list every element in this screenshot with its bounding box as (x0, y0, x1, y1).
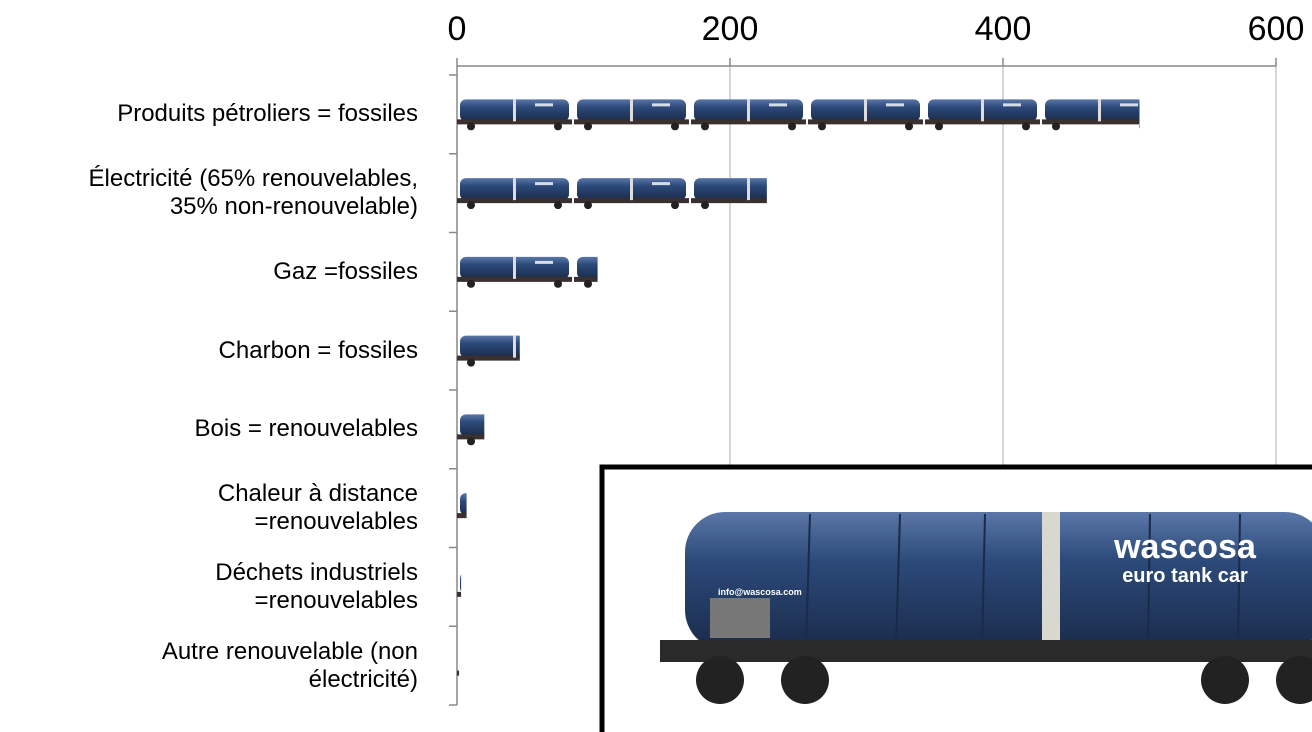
y-tick-label: Gaz =fossiles (273, 257, 418, 285)
y-tick-label: Produits pétroliers = fossiles (117, 100, 418, 128)
bar (457, 414, 485, 446)
x-tick-label: 0 (448, 10, 467, 48)
y-tick-label: Charbon = fossiles (218, 336, 418, 364)
bar (457, 335, 520, 367)
tank-car-photo: wascosa euro tank car info@wascosa.com (599, 464, 1312, 732)
bar (457, 574, 462, 597)
bar (457, 256, 598, 288)
y-tick-label: Bois = renouvelables (194, 415, 418, 443)
bar (457, 493, 467, 519)
x-tick-label: 200 (702, 10, 759, 48)
y-tick-label: Déchets industriels =renouvelables (215, 558, 418, 614)
y-tick-label: Électricité (65% renouvelables, 35% non-… (88, 165, 419, 221)
bar (457, 99, 1140, 131)
contact-text: info@wascosa.com (718, 587, 802, 597)
bar (457, 670, 460, 676)
x-tick-label: 400 (975, 10, 1032, 48)
x-tick-label: 600 (1248, 10, 1305, 48)
bar (457, 178, 767, 210)
y-tick-label: Autre renouvelable (non électricité) (161, 637, 418, 693)
y-tick-label: Chaleur à distance =renouvelables (217, 480, 418, 536)
brand-text: wascosa (1113, 528, 1257, 566)
brand-subtext: euro tank car (1122, 565, 1248, 587)
